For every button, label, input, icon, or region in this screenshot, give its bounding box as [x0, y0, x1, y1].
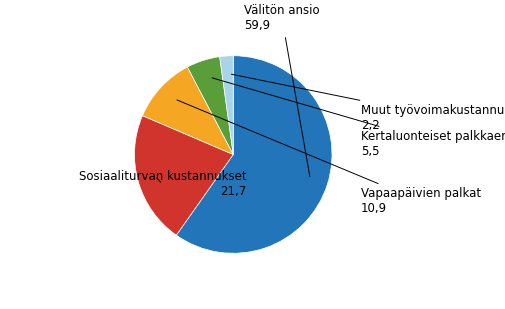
Wedge shape: [219, 56, 233, 154]
Text: Vapaapäivien palkat
10,9: Vapaapäivien palkat 10,9: [177, 100, 480, 215]
Wedge shape: [176, 56, 331, 253]
Wedge shape: [134, 116, 233, 235]
Wedge shape: [187, 57, 233, 154]
Wedge shape: [142, 67, 233, 154]
Text: Muut työvoimakustannukset
2,2: Muut työvoimakustannukset 2,2: [231, 74, 505, 132]
Text: Kertaluonteiset palkkaerät
5,5: Kertaluonteiset palkkaerät 5,5: [212, 78, 505, 158]
Text: Välitön ansio
59,9: Välitön ansio 59,9: [244, 4, 319, 176]
Text: Sosiaaliturvan kustannukset
21,7: Sosiaaliturvan kustannukset 21,7: [79, 170, 246, 198]
